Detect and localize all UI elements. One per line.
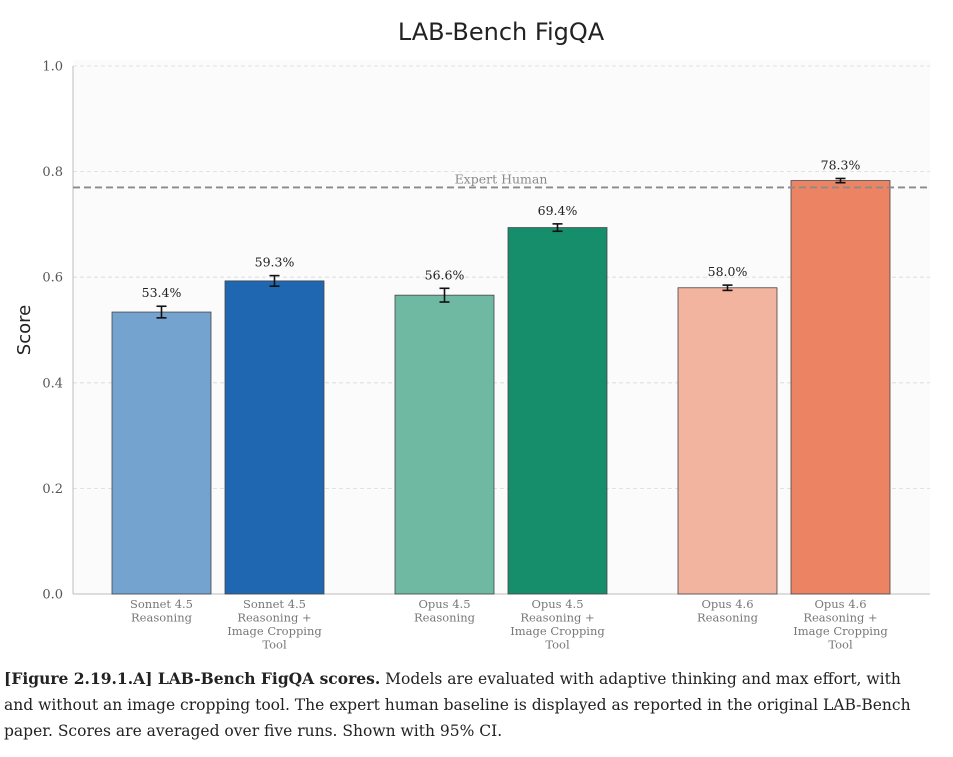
x-tick-label-line: Opus 4.6: [701, 597, 753, 611]
x-tick-label: Opus 4.6 Reasoning: [697, 597, 759, 625]
bar-value-label: 56.6%: [425, 267, 465, 282]
x-tick-label-line: Tool: [828, 638, 853, 652]
bar-value-label: 53.4%: [142, 285, 182, 300]
x-tick-label-line: Reasoning +: [803, 611, 877, 625]
x-tick-label-line: Tool: [545, 638, 570, 652]
bar-chart: 0.0 0.2 0.4 0.6 0.8 1.0 LAB-Bench FigQA Score 53…: [14, 18, 930, 652]
x-tick-label-line: Image Cropping: [227, 624, 322, 638]
x-tick-label-line: Image Cropping: [793, 624, 888, 638]
x-tick-label-line: Opus 4.5: [531, 597, 583, 611]
x-tick-label: Opus 4.5 Reasoning + Image Cropping Tool: [510, 597, 605, 652]
y-tick-label: 0.4: [42, 376, 63, 391]
bar: [111, 311, 212, 595]
x-tick-label: Sonnet 4.5 Reasoning: [130, 597, 193, 625]
x-tick-label-line: Reasoning +: [520, 611, 594, 625]
x-tick-label-line: Reasoning: [414, 611, 476, 625]
figure-caption: [Figure 2.19.1.A] LAB-Bench FigQA scores…: [4, 666, 934, 744]
x-tick-label-line: Reasoning: [131, 611, 193, 625]
y-tick-label: 0.8: [42, 165, 63, 180]
bar-value-label: 58.0%: [708, 264, 748, 279]
bar-value-label: 69.4%: [538, 203, 578, 218]
expert-human-label: Expert Human: [455, 171, 548, 186]
caption-text: Models are evaluated with adaptive think…: [4, 670, 911, 740]
x-tick-label-line: Opus 4.6: [814, 597, 866, 611]
x-tick-label: Opus 4.5 Reasoning: [414, 597, 476, 625]
x-tick-label-line: Opus 4.5: [418, 597, 470, 611]
chart-figure: 0.0 0.2 0.4 0.6 0.8 1.0 LAB-Bench FigQA Score 53…: [14, 18, 930, 652]
x-tick-label: Sonnet 4.5 Reasoning + Image Cropping Tool: [227, 597, 322, 652]
y-tick-label: 0.2: [42, 482, 63, 497]
y-axis-label: Score: [14, 305, 35, 355]
y-tick-label: 0.6: [42, 271, 63, 286]
bar: [790, 180, 891, 595]
plot-area: [73, 60, 930, 594]
x-tick-label-line: Image Cropping: [510, 624, 605, 638]
caption-title: [Figure 2.19.1.A] LAB-Bench FigQA scores…: [4, 669, 381, 688]
x-tick-label-line: Sonnet 4.5: [243, 597, 306, 611]
chart-title: LAB-Bench FigQA: [398, 18, 605, 46]
bar-value-label: 59.3%: [255, 255, 295, 270]
y-tick-label: 0.0: [42, 588, 63, 603]
y-tick-label: 1.0: [42, 60, 63, 75]
bar: [394, 294, 495, 595]
bar: [677, 287, 778, 595]
x-tick-label-line: Tool: [262, 638, 287, 652]
bar-value-label: 78.3%: [821, 157, 861, 172]
x-tick-label-line: Reasoning: [697, 611, 759, 625]
x-tick-label: Opus 4.6 Reasoning + Image Cropping Tool: [793, 597, 888, 652]
bar: [224, 280, 325, 595]
bar: [507, 227, 608, 595]
x-tick-label-line: Sonnet 4.5: [130, 597, 193, 611]
x-tick-label-line: Reasoning +: [237, 611, 311, 625]
